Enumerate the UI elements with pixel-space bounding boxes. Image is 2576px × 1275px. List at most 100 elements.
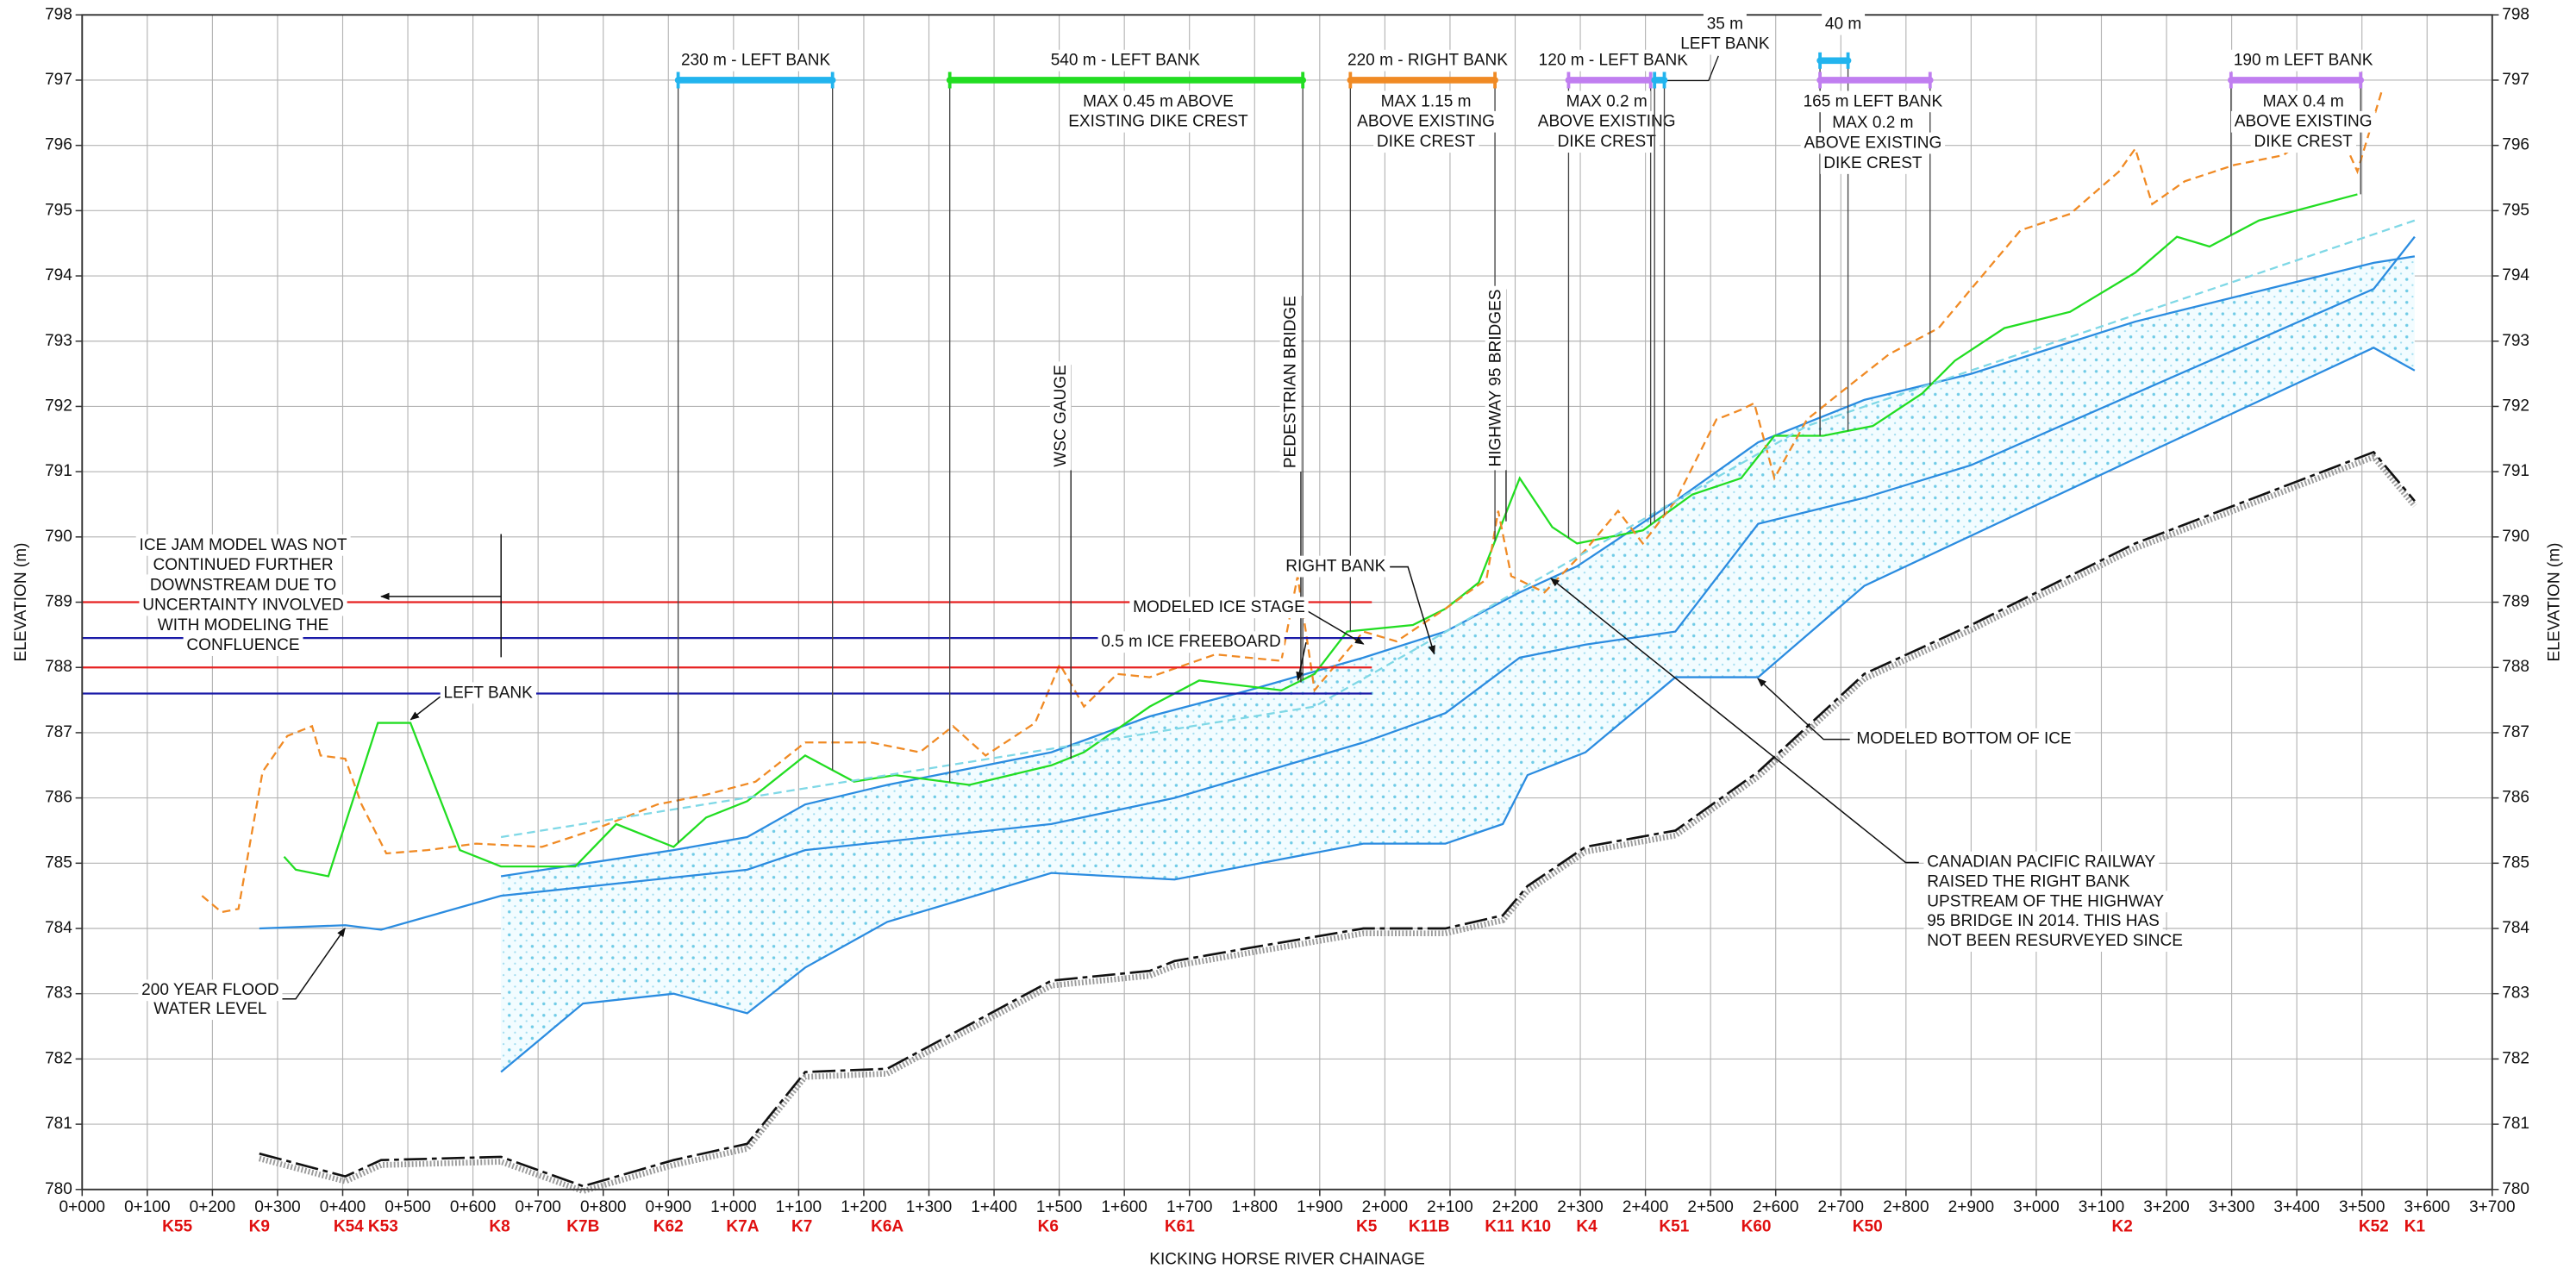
label-background	[1923, 891, 2168, 913]
annotation: DOWNSTREAM DUE TO	[150, 576, 336, 594]
y-tick-label: 782	[45, 1049, 72, 1067]
y-tick-label: 789	[45, 593, 72, 611]
dike-note: MAX 0.4 m	[2263, 92, 2344, 110]
structure-label: WSC GAUGE	[1052, 365, 1070, 467]
y-tick-label: 785	[45, 853, 72, 872]
dike-note: ABOVE EXISTING	[1357, 113, 1495, 131]
y-tick-label: 795	[45, 201, 72, 219]
section-label: K7	[791, 1218, 812, 1236]
label-background	[135, 534, 351, 556]
annotation: 200 YEAR FLOOD	[141, 981, 279, 999]
annotation: RIGHT BANK	[1285, 558, 1385, 576]
dike-note: ABOVE EXISTING	[1804, 134, 1941, 153]
label-background	[1923, 871, 2134, 893]
label-background	[2250, 131, 2356, 153]
y2-tick-label: 794	[2502, 266, 2529, 284]
label-background	[1377, 91, 1475, 113]
label-background	[2230, 110, 2376, 133]
x-tick-label: 1+300	[906, 1198, 953, 1216]
x-tick-label: 2+000	[1362, 1198, 1409, 1216]
dike-label: 40 m	[1825, 16, 1861, 34]
annotation: NOT BEEN RESURVEYED SINCE	[1927, 932, 2183, 950]
x-tick-label: 0+300	[254, 1198, 301, 1216]
y2-tick-label: 784	[2502, 919, 2529, 937]
x-tick-label: 1+900	[1297, 1198, 1343, 1216]
annotation: MODELED BOTTOM OF ICE	[1856, 730, 2071, 748]
x-tick-label: 0+400	[320, 1198, 366, 1216]
annotation: WITH MODELING THE	[158, 616, 329, 634]
label-background	[1853, 728, 2075, 750]
section-label: K55	[162, 1218, 192, 1236]
annotation: CONFLUENCE	[186, 636, 299, 654]
dike-note: LEFT BANK	[1680, 35, 1770, 53]
label-background	[1485, 285, 1507, 471]
label-background	[1923, 930, 2186, 952]
section-label: K6A	[871, 1218, 903, 1236]
x-tick-label: 1+700	[1166, 1198, 1212, 1216]
series-line	[500, 347, 2416, 1073]
x-tick-label: 3+400	[2273, 1198, 2320, 1216]
series-line	[201, 89, 2384, 914]
label-background	[1049, 361, 1072, 471]
y2-tick-label: 787	[2502, 723, 2529, 741]
y-tick-label: 796	[45, 136, 72, 154]
x-tick-label: 3+100	[2079, 1198, 2125, 1216]
ice-fill	[501, 256, 2415, 1072]
section-label: K53	[368, 1218, 398, 1236]
annotation: 95 BRIDGE IN 2014. THIS HAS	[1927, 912, 2160, 930]
x-tick-label: 2+500	[1687, 1198, 1734, 1216]
dike-label: 35 m	[1707, 16, 1743, 34]
dike-note: ABOVE EXISTING	[1538, 113, 1676, 131]
x-tick-label: 3+300	[2209, 1198, 2255, 1216]
dike-note: MAX 0.2 m	[1832, 114, 1913, 132]
leader-line	[1390, 566, 1435, 655]
leader-line	[1296, 642, 1307, 682]
x-tick-label: 1+000	[710, 1198, 756, 1216]
section-label: K1	[2404, 1218, 2426, 1236]
label-background	[1799, 91, 1947, 113]
section-label: K11	[1485, 1218, 1514, 1236]
leader-line	[1550, 578, 1919, 864]
label-background	[1047, 49, 1204, 72]
annotation: CONTINUED FURTHER	[153, 556, 333, 574]
structure-label: HIGHWAY 95 BRIDGES	[1487, 290, 1505, 467]
y2-tick-label: 797	[2502, 71, 2529, 89]
dike-label: 540 m - LEFT BANK	[1051, 52, 1201, 70]
label-background	[1703, 13, 1747, 35]
x-tick-label: 3+500	[2339, 1198, 2385, 1216]
y-tick-label: 792	[45, 397, 72, 415]
label-background	[1373, 131, 1479, 153]
label-background	[678, 49, 835, 72]
y2-tick-label: 781	[2502, 1115, 2529, 1133]
section-label: K11B	[1409, 1218, 1450, 1236]
label-background	[1822, 13, 1866, 35]
x-tick-label: 1+800	[1232, 1198, 1279, 1216]
section-label: K6	[1038, 1218, 1059, 1236]
y-axis-title: ELEVATION (m)	[12, 543, 30, 662]
x-tick-label: 2+600	[1753, 1198, 1798, 1216]
structure-label: PEDESTRIAN BRIDGE	[1282, 296, 1300, 468]
y2-tick-label: 785	[2502, 853, 2529, 872]
label-background	[149, 554, 337, 576]
y2-tick-label: 791	[2502, 462, 2529, 480]
label-background	[1554, 131, 1660, 153]
y-tick-label: 791	[45, 462, 72, 480]
y-tick-label: 783	[45, 984, 72, 1003]
x-tick-label: 2+200	[1492, 1198, 1539, 1216]
y-tick-label: 784	[45, 919, 72, 937]
label-background	[1065, 110, 1252, 133]
label-background	[1344, 49, 1512, 72]
label-background	[1097, 631, 1285, 653]
dike-note: DIKE CREST	[1823, 154, 1923, 172]
label-background	[1923, 851, 2160, 873]
annotation: UPSTREAM OF THE HIGHWAY	[1927, 892, 2164, 910]
x-tick-label: 2+400	[1623, 1198, 1668, 1216]
x-tick-label: 1+600	[1101, 1198, 1147, 1216]
section-label: K62	[653, 1218, 684, 1236]
x-tick-label: 0+600	[450, 1198, 497, 1216]
annotation: LEFT BANK	[444, 684, 534, 702]
y2-tick-label: 795	[2502, 201, 2529, 219]
x-axis-title: KICKING HORSE RIVER CHAINAGE	[1149, 1251, 1425, 1269]
